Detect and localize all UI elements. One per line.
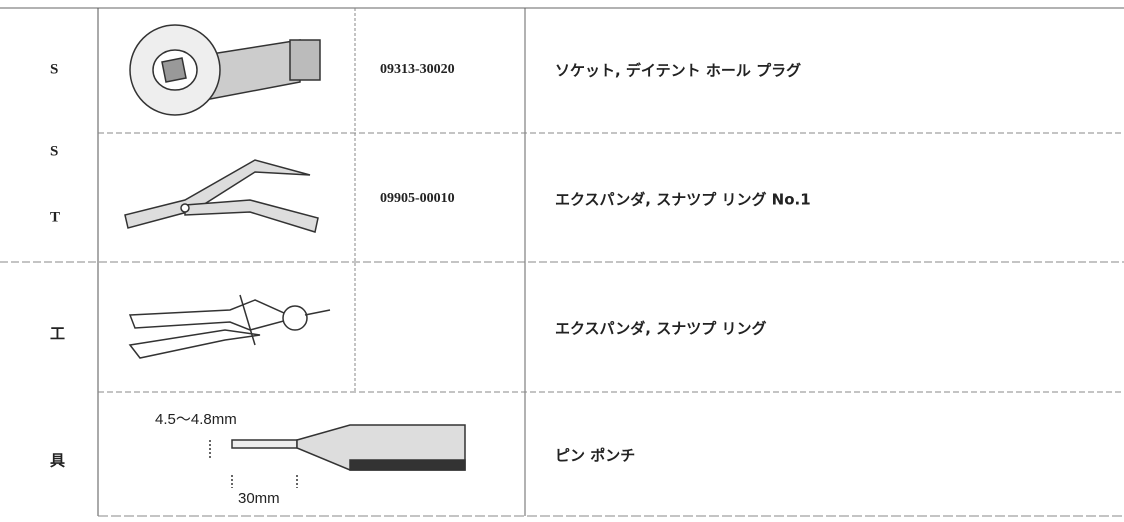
dimension-label: 4.5～4.8mm (155, 411, 237, 428)
part-number: 09905-00010 (380, 191, 455, 206)
tool-name: エクスパンダ, スナツプ リング (555, 319, 767, 338)
dimension-label: 30mm (238, 490, 280, 507)
pin-punch-illustration (209, 424, 466, 488)
category-letter: 工 (50, 326, 66, 343)
socket-illustration (129, 24, 321, 116)
snap-ring-expander-illustration (128, 294, 331, 359)
category-letter: T (50, 209, 61, 226)
tool-name: ソケット, デイテント ホール プラグ (555, 61, 802, 80)
category-letter: S (50, 61, 59, 78)
category-letter: 具 (50, 453, 66, 470)
category-letter: S (50, 143, 59, 160)
tool-name: ピン ポンチ (555, 446, 636, 465)
snap-ring-expander-illustration (124, 159, 319, 233)
tool-name: エクスパンダ, スナツプ リング No.1 (555, 190, 811, 209)
part-number: 09313-30020 (380, 62, 455, 77)
